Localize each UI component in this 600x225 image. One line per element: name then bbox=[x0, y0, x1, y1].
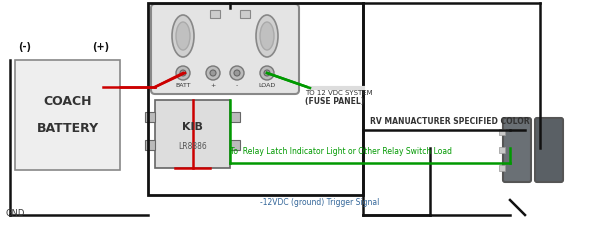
Bar bbox=[499, 147, 505, 153]
Bar bbox=[210, 10, 220, 18]
Bar bbox=[155, 100, 230, 168]
Text: +: + bbox=[211, 83, 215, 88]
Text: To  Relay Latch Indicator Light or Other Relay Switch Load: To Relay Latch Indicator Light or Other … bbox=[230, 147, 452, 156]
Bar bbox=[240, 10, 250, 18]
Text: KIB: KIB bbox=[182, 122, 203, 132]
Bar bbox=[15, 60, 120, 170]
Bar bbox=[230, 112, 240, 122]
Circle shape bbox=[264, 70, 270, 76]
Text: TO 12 VDC SYSTEM: TO 12 VDC SYSTEM bbox=[305, 90, 373, 96]
Text: RV MANUACTURER SPECIFIED COLOR: RV MANUACTURER SPECIFIED COLOR bbox=[370, 117, 530, 126]
Text: LOAD: LOAD bbox=[259, 83, 275, 88]
Circle shape bbox=[206, 66, 220, 80]
Bar bbox=[499, 129, 505, 135]
Circle shape bbox=[260, 66, 274, 80]
Bar bbox=[148, 3, 363, 195]
Ellipse shape bbox=[256, 15, 278, 57]
Ellipse shape bbox=[176, 22, 190, 50]
Bar bbox=[230, 140, 240, 150]
Circle shape bbox=[230, 66, 244, 80]
Bar bbox=[145, 140, 155, 150]
Text: (FUSE PANEL): (FUSE PANEL) bbox=[305, 97, 364, 106]
Circle shape bbox=[180, 70, 186, 76]
Ellipse shape bbox=[172, 15, 194, 57]
Circle shape bbox=[176, 66, 190, 80]
FancyBboxPatch shape bbox=[151, 4, 299, 94]
Text: GND: GND bbox=[5, 209, 25, 218]
Ellipse shape bbox=[260, 22, 274, 50]
Bar bbox=[145, 112, 155, 122]
Bar bbox=[499, 165, 505, 171]
Text: BATTERY: BATTERY bbox=[37, 122, 98, 135]
FancyBboxPatch shape bbox=[503, 118, 531, 182]
Text: LR8886: LR8886 bbox=[178, 142, 207, 151]
Text: -12VDC (ground) Trigger Signal: -12VDC (ground) Trigger Signal bbox=[260, 198, 379, 207]
Text: COACH: COACH bbox=[43, 95, 92, 108]
Text: BATT: BATT bbox=[175, 83, 191, 88]
Text: -: - bbox=[236, 83, 238, 88]
Text: (+): (+) bbox=[92, 42, 109, 52]
FancyBboxPatch shape bbox=[535, 118, 563, 182]
Text: (-): (-) bbox=[18, 42, 31, 52]
Circle shape bbox=[210, 70, 216, 76]
Circle shape bbox=[234, 70, 240, 76]
